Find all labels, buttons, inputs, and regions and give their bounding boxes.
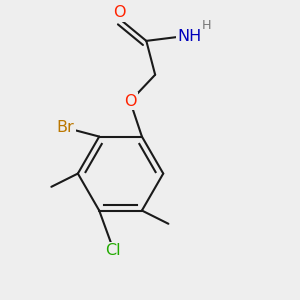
Text: Cl: Cl	[105, 243, 120, 258]
Text: O: O	[124, 94, 136, 109]
Text: O: O	[114, 5, 126, 20]
Text: H: H	[201, 19, 211, 32]
Text: Br: Br	[56, 120, 74, 135]
Text: NH: NH	[177, 29, 201, 44]
